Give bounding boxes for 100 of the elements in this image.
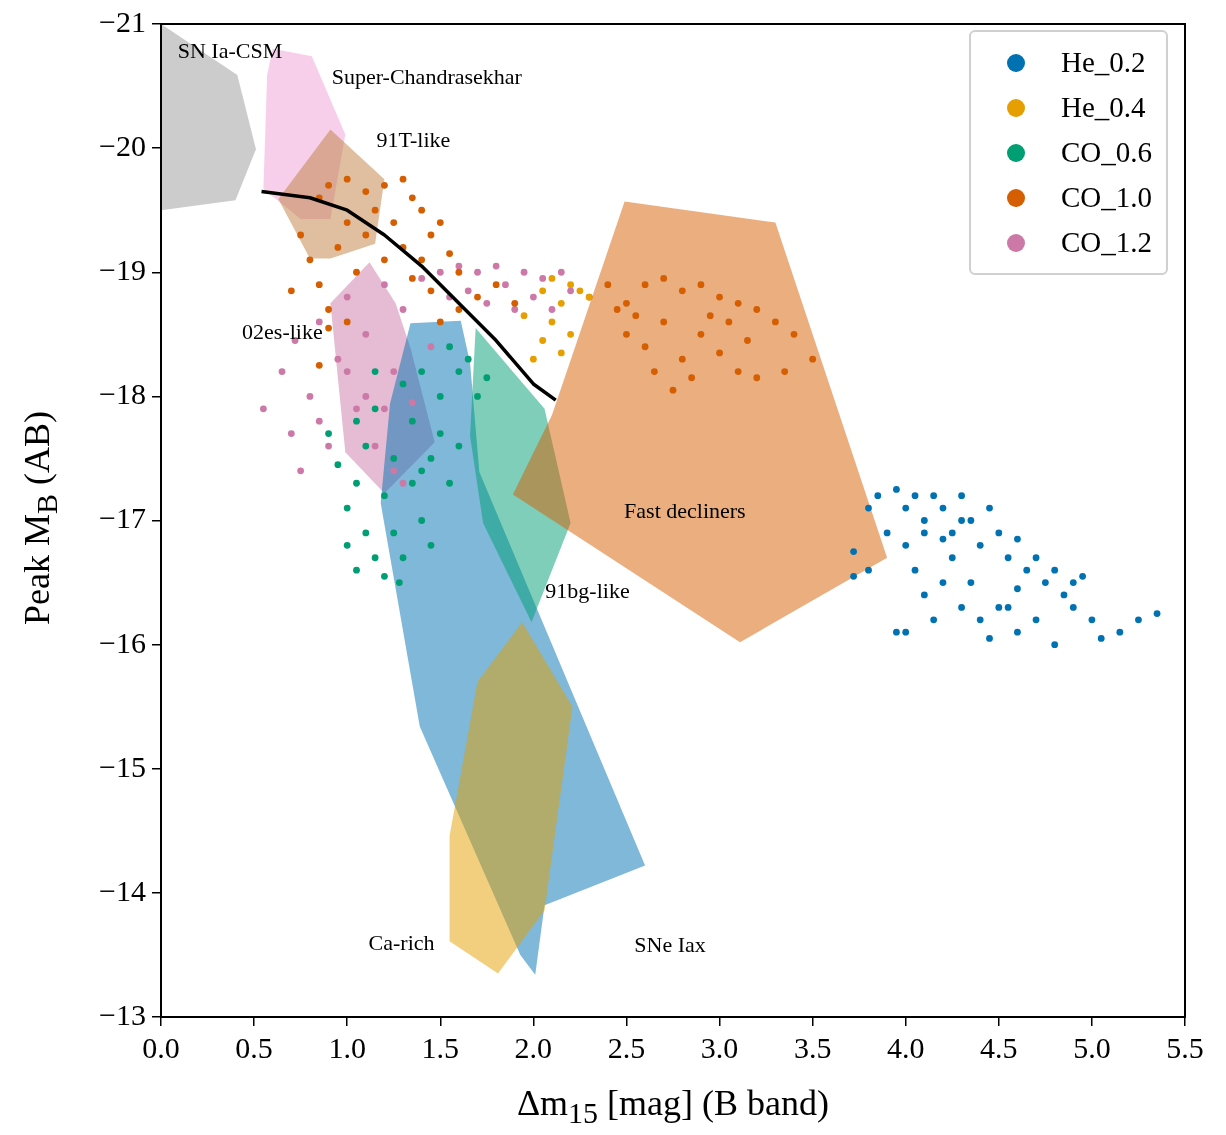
y-tick-label: −14 xyxy=(99,873,146,907)
point xyxy=(315,417,323,425)
legend-label: CO_1.0 xyxy=(1060,181,1152,214)
point xyxy=(1032,616,1040,624)
point xyxy=(362,442,370,450)
point xyxy=(343,293,351,301)
point xyxy=(371,442,379,450)
point xyxy=(1088,616,1096,624)
series-label: 91T-like xyxy=(376,127,451,153)
point xyxy=(353,479,360,487)
point xyxy=(911,566,919,574)
legend-label: CO_1.2 xyxy=(1060,226,1152,259)
point xyxy=(893,486,900,493)
point xyxy=(418,517,426,524)
point xyxy=(446,479,453,487)
point xyxy=(883,529,891,537)
x-tick-label: 0.5 xyxy=(235,1030,273,1064)
point xyxy=(1014,585,1021,593)
series-label: Ca-rich xyxy=(368,930,435,956)
point xyxy=(529,293,537,301)
point xyxy=(381,492,388,500)
point xyxy=(343,504,351,512)
point xyxy=(399,380,407,388)
point xyxy=(287,430,295,438)
point xyxy=(260,405,267,413)
point xyxy=(502,281,509,289)
x-tick-label: 5.0 xyxy=(1073,1030,1111,1064)
point xyxy=(939,504,947,512)
point xyxy=(1051,641,1059,649)
point xyxy=(1014,628,1021,636)
point xyxy=(306,392,314,400)
point xyxy=(362,392,370,400)
point xyxy=(1041,579,1049,586)
point xyxy=(930,492,938,500)
point xyxy=(474,268,481,276)
point xyxy=(353,405,360,413)
x-tick-label: 2.0 xyxy=(514,1030,553,1064)
legend-label: He_0.2 xyxy=(1060,46,1146,79)
series-label: Fast decliners xyxy=(624,498,746,524)
y-tick-label: −13 xyxy=(99,997,146,1031)
point xyxy=(390,467,398,475)
x-tick-label: 5.5 xyxy=(1166,1030,1204,1064)
point xyxy=(399,479,407,487)
point xyxy=(995,603,1003,611)
point xyxy=(567,281,574,289)
point xyxy=(967,579,975,586)
point xyxy=(967,517,975,524)
point xyxy=(939,535,947,543)
point xyxy=(548,275,556,282)
point xyxy=(958,492,965,500)
point xyxy=(995,529,1003,537)
point xyxy=(297,467,305,475)
point xyxy=(576,287,584,295)
point xyxy=(436,392,444,400)
point xyxy=(958,517,965,524)
x-axis-title: Δm$_{15}$ [mag] (B band) xyxy=(515,1082,831,1131)
series-label: 91bg-like xyxy=(545,578,630,604)
point xyxy=(902,628,910,636)
point xyxy=(362,330,370,338)
point xyxy=(483,299,491,307)
point xyxy=(464,287,472,295)
x-tick-label: 3.5 xyxy=(793,1030,832,1064)
point xyxy=(408,479,416,487)
point xyxy=(539,275,547,282)
point xyxy=(436,430,444,438)
x-tick-label: 0.0 xyxy=(142,1030,180,1064)
point xyxy=(976,616,984,624)
point xyxy=(911,492,919,500)
point xyxy=(1069,603,1077,611)
point xyxy=(343,368,351,375)
x-tick-label: 4.0 xyxy=(886,1030,925,1064)
point xyxy=(371,554,379,562)
point xyxy=(893,628,900,636)
point xyxy=(865,504,872,512)
point xyxy=(548,306,556,313)
point xyxy=(446,343,453,351)
y-tick-label: −15 xyxy=(99,749,146,783)
x-tick-label: 4.5 xyxy=(980,1030,1018,1064)
point xyxy=(455,368,463,375)
point xyxy=(464,355,472,363)
x-tick-label: 3.0 xyxy=(700,1030,739,1064)
point xyxy=(408,417,416,425)
point xyxy=(920,529,928,537)
point xyxy=(325,430,332,438)
point xyxy=(334,355,342,363)
point xyxy=(492,262,500,270)
point xyxy=(343,541,351,549)
point xyxy=(548,318,556,326)
point xyxy=(920,591,928,599)
y-tick-label: −20 xyxy=(99,129,146,162)
point xyxy=(418,275,426,282)
point xyxy=(511,306,519,313)
point xyxy=(567,287,574,295)
point xyxy=(986,504,993,512)
point xyxy=(520,312,528,320)
point xyxy=(427,343,435,351)
point xyxy=(1135,616,1142,624)
point xyxy=(395,579,403,586)
point xyxy=(353,417,360,425)
text: SNe Iax xyxy=(634,932,706,958)
